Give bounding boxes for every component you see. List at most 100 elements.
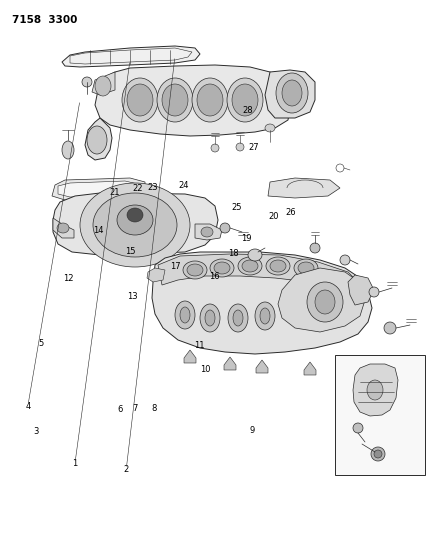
Polygon shape <box>353 364 398 416</box>
Text: 22: 22 <box>133 184 143 193</box>
Ellipse shape <box>157 78 193 122</box>
Ellipse shape <box>260 308 270 324</box>
Ellipse shape <box>117 205 153 235</box>
Ellipse shape <box>57 223 69 233</box>
Circle shape <box>310 243 320 253</box>
Text: 8: 8 <box>152 404 157 413</box>
Circle shape <box>371 447 385 461</box>
Text: 20: 20 <box>269 212 279 221</box>
Text: 17: 17 <box>170 262 181 271</box>
Text: 11: 11 <box>194 341 204 350</box>
Text: 14: 14 <box>93 226 104 235</box>
Ellipse shape <box>197 84 223 116</box>
Polygon shape <box>53 193 218 255</box>
Ellipse shape <box>122 78 158 122</box>
Ellipse shape <box>95 76 111 96</box>
Text: 18: 18 <box>228 249 238 258</box>
Ellipse shape <box>248 249 262 261</box>
Text: 4: 4 <box>25 402 30 410</box>
Polygon shape <box>62 46 200 67</box>
Text: 24: 24 <box>179 181 189 190</box>
Polygon shape <box>265 70 315 118</box>
Ellipse shape <box>210 259 234 277</box>
Text: 7: 7 <box>133 404 138 413</box>
Text: 19: 19 <box>241 235 251 243</box>
Polygon shape <box>158 254 362 295</box>
Polygon shape <box>95 65 290 136</box>
Text: 1: 1 <box>72 459 77 468</box>
Polygon shape <box>184 350 196 363</box>
Ellipse shape <box>238 257 262 275</box>
Ellipse shape <box>270 260 286 272</box>
Text: 21: 21 <box>110 189 120 197</box>
Text: 16: 16 <box>209 272 219 280</box>
Polygon shape <box>53 218 74 238</box>
Text: 5: 5 <box>38 339 43 348</box>
Ellipse shape <box>265 124 275 132</box>
Ellipse shape <box>232 84 258 116</box>
Text: 13: 13 <box>128 292 138 301</box>
Ellipse shape <box>205 310 215 326</box>
Text: 2: 2 <box>124 465 129 473</box>
Ellipse shape <box>214 262 230 274</box>
Ellipse shape <box>80 183 190 267</box>
Text: 27: 27 <box>248 143 259 151</box>
Circle shape <box>340 255 350 265</box>
Ellipse shape <box>255 302 275 330</box>
Polygon shape <box>224 357 236 370</box>
Ellipse shape <box>201 227 213 237</box>
Text: 26: 26 <box>286 208 296 216</box>
Text: 9: 9 <box>250 426 255 435</box>
Circle shape <box>384 322 396 334</box>
Text: 7158  3300: 7158 3300 <box>12 15 77 25</box>
Polygon shape <box>348 275 374 305</box>
Polygon shape <box>355 356 382 370</box>
Text: 25: 25 <box>231 204 241 212</box>
Ellipse shape <box>307 282 343 322</box>
Ellipse shape <box>93 193 177 257</box>
Circle shape <box>236 143 244 151</box>
Ellipse shape <box>192 78 228 122</box>
Ellipse shape <box>175 301 195 329</box>
Ellipse shape <box>233 310 243 326</box>
Polygon shape <box>304 362 316 375</box>
Polygon shape <box>52 178 145 200</box>
Ellipse shape <box>294 259 318 277</box>
Text: 28: 28 <box>242 107 253 115</box>
Text: 3: 3 <box>34 427 39 436</box>
Ellipse shape <box>282 80 302 106</box>
Ellipse shape <box>187 264 203 276</box>
Ellipse shape <box>227 78 263 122</box>
Circle shape <box>211 144 219 152</box>
Ellipse shape <box>183 261 207 279</box>
Ellipse shape <box>62 141 74 159</box>
Ellipse shape <box>162 84 188 116</box>
Ellipse shape <box>228 304 248 332</box>
Ellipse shape <box>266 257 290 275</box>
Ellipse shape <box>367 380 383 400</box>
Polygon shape <box>85 118 112 160</box>
Text: 10: 10 <box>200 366 211 374</box>
Ellipse shape <box>374 450 382 458</box>
Ellipse shape <box>127 84 153 116</box>
Circle shape <box>369 287 379 297</box>
Polygon shape <box>58 181 138 197</box>
Polygon shape <box>278 268 365 332</box>
Circle shape <box>353 423 363 433</box>
Text: 12: 12 <box>63 274 74 282</box>
Text: 15: 15 <box>125 247 136 256</box>
Bar <box>335 355 425 475</box>
Circle shape <box>82 77 92 87</box>
Ellipse shape <box>242 260 258 272</box>
Ellipse shape <box>180 307 190 323</box>
Text: 23: 23 <box>147 183 158 192</box>
Ellipse shape <box>315 290 335 314</box>
Ellipse shape <box>127 208 143 222</box>
Ellipse shape <box>87 126 107 154</box>
Circle shape <box>220 223 230 233</box>
Polygon shape <box>152 252 372 354</box>
Ellipse shape <box>276 73 308 113</box>
Polygon shape <box>256 360 268 373</box>
Polygon shape <box>195 224 222 240</box>
Text: 6: 6 <box>117 405 122 414</box>
